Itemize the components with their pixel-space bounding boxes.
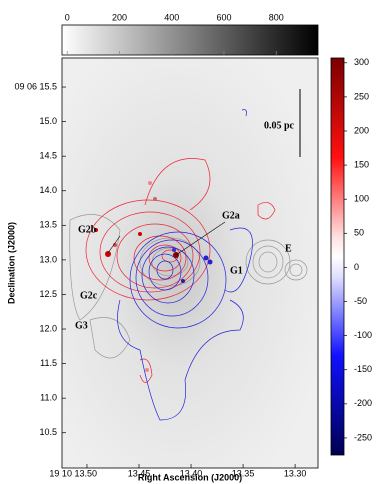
colorbar-tick-label: 150 (354, 159, 369, 169)
colorbar-tick-label: 800 (269, 12, 284, 22)
right-colorbar (331, 58, 344, 455)
annotation: G1 (230, 265, 243, 276)
top-colorbar (62, 25, 318, 55)
colorbar-tick-label: -100 (354, 330, 372, 340)
colorbar-tick-label: 50 (354, 228, 364, 238)
colorbar-tick-label: 400 (164, 12, 179, 22)
x-tick-label: 13.35 (232, 468, 255, 478)
y-tick-label: 15.0 (39, 116, 57, 126)
y-tick-label: 14.0 (39, 185, 57, 195)
y-tick-label: 09 06 15.5 (14, 81, 57, 91)
x-tick-label: 13.45 (128, 468, 151, 478)
colorbar-tick-label: 600 (216, 12, 231, 22)
x-tick-label: 13.30 (284, 468, 307, 478)
annotation: G2c (80, 290, 98, 301)
y-tick-label: 11.5 (40, 358, 57, 368)
y-tick-label: 13.0 (39, 254, 57, 264)
colorbar-tick-label: -250 (354, 432, 372, 442)
scale-bar-label: 0.05 pc (264, 120, 295, 131)
colorbar-tick-label: -50 (354, 296, 367, 306)
annotation: G2b (78, 224, 97, 235)
colorbar-tick-label: 0 (354, 262, 359, 272)
annotation: G2a (222, 210, 240, 221)
y-tick-label: 14.5 (39, 151, 57, 161)
annotation: E (285, 243, 292, 254)
colorbar-tick-label: -150 (354, 364, 372, 374)
x-tick-label: 19 10 13.50 (49, 468, 97, 478)
colorbar-tick-label: 200 (354, 125, 369, 135)
colorbar-tick-label: 250 (354, 91, 369, 101)
y-tick-label: 10.5 (39, 427, 57, 437)
y-tick-label: 11.0 (40, 393, 57, 403)
colorbar-tick-label: 200 (112, 12, 127, 22)
y-tick-label: 12.5 (39, 289, 57, 299)
colorbar-tick-label: 300 (354, 57, 369, 67)
colorbar-tick-label: 100 (354, 194, 369, 204)
figure: 0.05 pc G2b G2a G1 E G2c G3 Right Ascens… (0, 0, 378, 484)
y-tick-label: 12.0 (39, 323, 57, 333)
y-tick-label: 13.5 (39, 220, 57, 230)
annotation: G3 (75, 320, 88, 331)
colorbar-tick-label: 0 (65, 12, 70, 22)
colorbar-tick-label: -200 (354, 398, 372, 408)
y-axis-label: Declination (J2000) (6, 222, 16, 304)
x-tick-label: 13.40 (180, 468, 203, 478)
